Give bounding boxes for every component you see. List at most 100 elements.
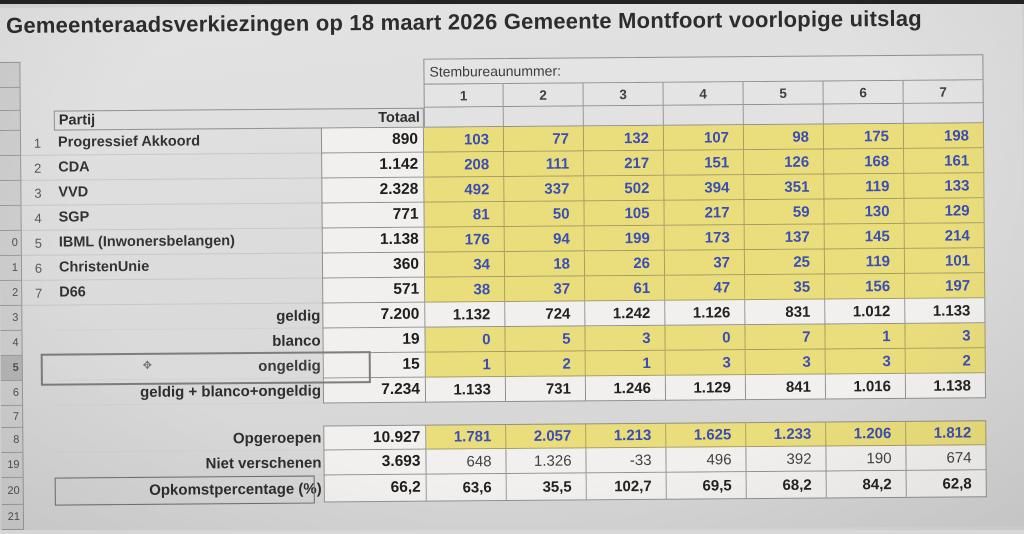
turnout-value-cell[interactable]: 1.812 [906, 420, 987, 446]
summary-value-cell[interactable]: 7 [745, 324, 826, 351]
party-value-cell[interactable]: 61 [585, 275, 666, 302]
party-value-cell[interactable]: 26 [584, 250, 666, 277]
party-total-cell[interactable]: 1.142 [321, 152, 425, 179]
row-header-cell[interactable] [0, 205, 22, 232]
station-number-cell[interactable]: 1 [423, 84, 504, 108]
row-header-cell[interactable]: 7 [1, 405, 24, 429]
party-name-cell[interactable]: CDA [54, 153, 322, 181]
summary-value-cell[interactable]: 5 [505, 326, 586, 353]
party-value-cell[interactable]: 107 [663, 125, 745, 151]
turnout-value-cell[interactable]: 84,2 [826, 470, 907, 499]
summary-value-cell[interactable]: 1.012 [825, 298, 906, 325]
turnout-value-cell[interactable]: 392 [746, 446, 827, 473]
station-number-cell[interactable]: 4 [663, 82, 744, 106]
party-value-cell[interactable]: 502 [584, 175, 665, 202]
party-name-cell[interactable]: IBML (Inwonersbelangen) [54, 228, 322, 256]
row-header-cell[interactable] [0, 87, 21, 112]
row-header-cell[interactable]: 1 [0, 255, 23, 282]
party-value-cell[interactable]: 137 [744, 224, 825, 251]
party-value-cell[interactable]: 208 [424, 152, 505, 178]
turnout-value-cell[interactable]: 62,8 [906, 470, 987, 498]
row-header-cell[interactable]: 20 [1, 477, 24, 506]
summary-value-cell[interactable]: 0 [665, 325, 746, 351]
turnout-total-cell[interactable]: 10.927 [323, 424, 427, 451]
party-list-number-cell[interactable]: 3 [21, 180, 55, 206]
summary-total-cell[interactable]: 19 [322, 327, 426, 354]
row-header-cell[interactable]: 19 [1, 452, 24, 479]
party-name-cell[interactable]: SGP [54, 203, 322, 231]
summary-value-cell[interactable]: 3 [585, 325, 666, 352]
party-total-cell[interactable]: 571 [322, 277, 426, 304]
summary-label-cell[interactable]: geldig [55, 303, 323, 331]
party-value-cell[interactable]: 217 [664, 200, 745, 226]
party-total-cell[interactable]: 771 [321, 202, 425, 229]
turnout-value-cell[interactable]: 1.781 [426, 424, 507, 450]
station-number-cell[interactable]: 2 [503, 83, 584, 108]
turnout-value-cell[interactable]: 69,5 [666, 472, 747, 500]
party-value-cell[interactable]: 111 [504, 151, 585, 178]
turnout-value-cell[interactable]: 68,2 [746, 471, 827, 500]
party-value-cell[interactable]: 156 [825, 273, 906, 300]
station-number-cell[interactable]: 7 [903, 80, 984, 104]
party-value-cell[interactable]: 214 [904, 223, 985, 249]
summary-value-cell[interactable]: 3 [905, 323, 986, 349]
row-header-cell[interactable] [0, 110, 21, 132]
turnout-value-cell[interactable]: 496 [666, 447, 747, 473]
turnout-total-cell[interactable]: 66,2 [323, 474, 427, 503]
party-name-cell[interactable]: D66 [55, 278, 323, 306]
party-value-cell[interactable]: 35 [745, 274, 826, 301]
row-header-cell[interactable]: 21 [1, 504, 25, 531]
row-header-cell[interactable]: 4 [0, 330, 23, 357]
summary-value-cell[interactable]: 1.246 [585, 375, 667, 402]
party-value-cell[interactable]: 168 [824, 148, 905, 175]
party-list-number-cell[interactable]: 1 [20, 130, 55, 156]
party-value-cell[interactable]: 98 [743, 124, 825, 151]
turnout-value-cell[interactable]: 35,5 [506, 473, 587, 502]
turnout-value-cell[interactable]: 648 [426, 449, 507, 475]
station-number-cell[interactable]: 3 [583, 82, 664, 107]
empty-grid-cell[interactable] [583, 105, 664, 127]
row-header-cell[interactable] [0, 155, 22, 182]
party-value-cell[interactable]: 50 [504, 201, 585, 228]
party-value-cell[interactable]: 18 [504, 251, 586, 278]
summary-total-cell[interactable]: 7.200 [322, 302, 426, 329]
party-value-cell[interactable]: 217 [584, 150, 665, 177]
party-value-cell[interactable]: 199 [584, 225, 665, 252]
turnout-value-cell[interactable]: 1.233 [746, 421, 827, 448]
turnout-value-cell[interactable]: 63,6 [426, 474, 507, 502]
party-list-number-cell[interactable]: 5 [21, 230, 55, 256]
party-value-cell[interactable]: 119 [824, 173, 905, 200]
party-value-cell[interactable]: 59 [744, 199, 825, 226]
empty-grid-cell[interactable] [823, 103, 904, 125]
summary-value-cell[interactable]: 1.132 [425, 302, 506, 328]
summary-value-cell[interactable]: 841 [745, 374, 827, 401]
party-value-cell[interactable]: 25 [744, 249, 826, 276]
party-value-cell[interactable]: 47 [665, 275, 746, 301]
row-header-cell[interactable]: 3 [0, 305, 23, 332]
party-value-cell[interactable]: 161 [904, 148, 985, 174]
party-value-cell[interactable]: 101 [904, 248, 986, 274]
party-value-cell[interactable]: 77 [503, 126, 585, 153]
summary-value-cell[interactable]: 1 [825, 323, 906, 350]
party-value-cell[interactable]: 175 [823, 123, 905, 150]
party-list-number-cell[interactable]: 4 [21, 205, 55, 231]
summary-value-cell[interactable]: 3 [665, 350, 746, 376]
empty-grid-cell[interactable] [503, 106, 584, 128]
party-value-cell[interactable]: 145 [824, 223, 905, 250]
summary-value-cell[interactable]: 2 [905, 348, 986, 374]
turnout-label-cell[interactable]: Opgeroepen [56, 425, 324, 453]
party-value-cell[interactable]: 337 [504, 176, 585, 203]
party-name-cell[interactable]: Progressief Akkoord [53, 128, 322, 156]
party-name-cell[interactable]: ChristenUnie [54, 253, 323, 281]
party-name-cell[interactable]: VVD [54, 178, 322, 206]
summary-value-cell[interactable]: 1.129 [665, 375, 747, 401]
party-value-cell[interactable]: 173 [664, 225, 745, 251]
empty-grid-cell[interactable] [743, 104, 824, 126]
row-header-cell[interactable]: 0 [0, 230, 22, 257]
party-value-cell[interactable]: 394 [664, 175, 745, 201]
empty-grid-cell[interactable] [903, 103, 984, 124]
party-total-cell[interactable]: 2.328 [321, 177, 425, 204]
station-number-cell[interactable]: 6 [823, 80, 904, 105]
party-list-number-cell[interactable]: 6 [21, 255, 56, 281]
party-total-cell[interactable]: 1.138 [321, 227, 425, 254]
